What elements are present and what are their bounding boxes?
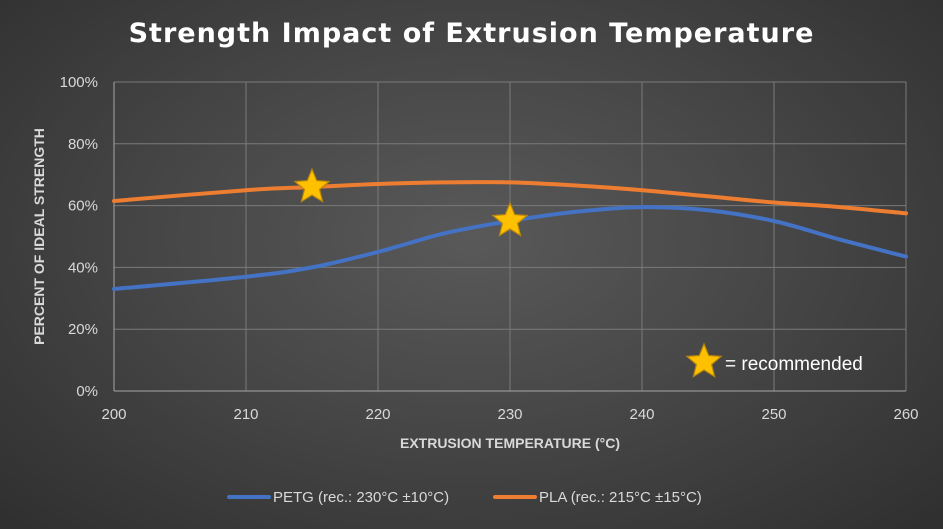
x-tick-label: 250 [761, 406, 786, 423]
y-tick-label: 80% [68, 136, 98, 153]
legend-label-petg: PETG (rec.: 230°C ±10°C) [273, 489, 449, 506]
series-line-pla [112, 180, 908, 216]
y-axis-title: PERCENT OF IDEAL STRENGTH [31, 128, 47, 345]
y-tick-label: 60% [68, 198, 98, 215]
legend-label-pla: PLA (rec.: 215°C ±15°C) [539, 489, 702, 506]
x-tick-label: 200 [101, 406, 126, 423]
star-icon-petg [491, 201, 529, 237]
recommended-markers [293, 167, 529, 237]
chart-title: Strength Impact of Extrusion Temperature [128, 18, 815, 49]
star-icon [685, 342, 723, 378]
legend: PETG (rec.: 230°C ±10°C) PLA (rec.: 215°C… [227, 489, 702, 506]
y-tick-label: 0% [76, 383, 98, 400]
x-tick-label: 220 [365, 406, 390, 423]
grid [114, 81, 907, 391]
y-tick-label: 20% [68, 321, 98, 338]
x-tick-label: 210 [233, 406, 258, 423]
y-tick-label: 40% [68, 259, 98, 276]
x-tick-label: 230 [497, 406, 522, 423]
series-line-petg [112, 205, 908, 291]
annotation: = recommended [685, 342, 863, 378]
x-tick-label: 240 [629, 406, 654, 423]
y-tick-label: 100% [60, 74, 98, 91]
star-icon-pla [293, 167, 331, 203]
annotation-text: = recommended [725, 354, 863, 375]
axes: 0% 20% 40% 60% 80% 100% 200 210 220 230 240 250 260 E… [31, 74, 919, 451]
series-layer [112, 180, 908, 291]
x-tick-label: 260 [893, 406, 918, 423]
x-axis-title: EXTRUSION TEMPERATURE (°C) [400, 435, 620, 451]
